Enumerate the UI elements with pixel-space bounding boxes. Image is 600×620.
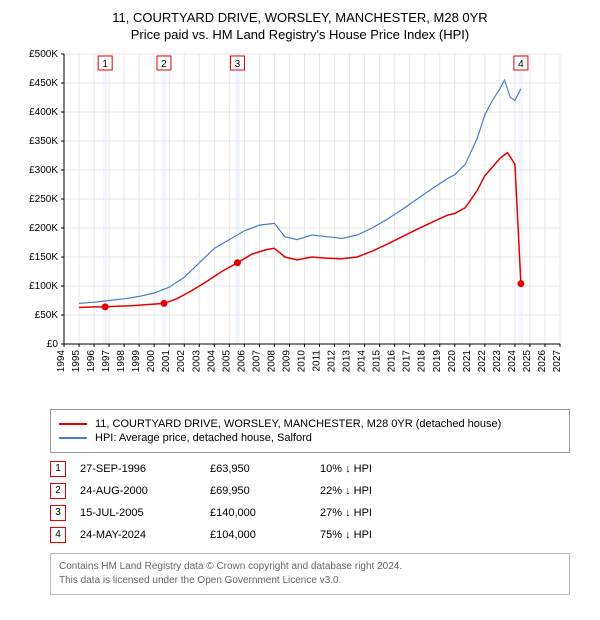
transaction-price: £104,000: [210, 529, 320, 541]
transaction-delta: 75% ↓ HPI: [320, 529, 400, 541]
transaction-price: £140,000: [210, 507, 320, 519]
legend-label: HPI: Average price, detached house, Salf…: [95, 432, 312, 444]
transaction-row: 3 15-JUL-2005£140,00027% ↓ HPI: [50, 505, 570, 521]
x-tick-label: 2017: [402, 350, 413, 373]
attribution-box: Contains HM Land Registry data © Crown c…: [50, 553, 570, 595]
y-tick-label: £350K: [29, 136, 58, 147]
x-tick-label: 1998: [116, 350, 127, 373]
x-tick-label: 2019: [432, 350, 443, 373]
x-tick-label: 2010: [296, 350, 307, 373]
chart-area: £0 £50K £100K £150K £200K £250K £300K £350K £400…: [10, 48, 590, 403]
x-tick-label: 2018: [417, 350, 428, 373]
transactions-table: 1 27-SEP-1996£63,95010% ↓ HPI 2 24-AUG-2000…: [50, 461, 570, 543]
y-tick-label: £100K: [29, 281, 58, 292]
x-tick-label: 2027: [552, 350, 563, 373]
transaction-num: 4: [50, 527, 66, 543]
transaction-row: 2 24-AUG-2000£69,95022% ↓ HPI: [50, 483, 570, 499]
y-tick-label: £200K: [29, 223, 58, 234]
x-tick-label: 2021: [462, 350, 473, 373]
x-tick-label: 2026: [537, 350, 548, 373]
x-tick-label: 1994: [56, 350, 67, 373]
x-tick-label: 2022: [477, 350, 488, 373]
price-chart: £0 £50K £100K £150K £200K £250K £300K £350K £400…: [10, 48, 570, 398]
x-tick-label: 2016: [387, 350, 398, 373]
marker-dot: [234, 259, 241, 266]
x-tick-label: 2005: [221, 350, 232, 373]
x-tick-label: 2024: [507, 350, 518, 373]
y-tick-label: £450K: [29, 78, 58, 89]
x-tick-label: 2012: [327, 350, 338, 373]
transaction-num: 3: [50, 505, 66, 521]
attribution-line-1: Contains HM Land Registry data © Crown c…: [59, 560, 561, 574]
x-tick-label: 2001: [161, 350, 172, 373]
legend-row: 11, COURTYARD DRIVE, WORSLEY, MANCHESTER…: [59, 418, 561, 430]
transaction-num: 2: [50, 483, 66, 499]
x-tick-label: 2000: [146, 350, 157, 373]
transaction-date: 27-SEP-1996: [80, 463, 210, 475]
attribution-line-2: This data is licensed under the Open Gov…: [59, 574, 561, 588]
page-root: 11, COURTYARD DRIVE, WORSLEY, MANCHESTER…: [0, 0, 600, 605]
y-tick-label: £300K: [29, 165, 58, 176]
legend: 11, COURTYARD DRIVE, WORSLEY, MANCHESTER…: [50, 409, 570, 453]
x-tick-label: 2008: [266, 350, 277, 373]
title-line-1: 11, COURTYARD DRIVE, WORSLEY, MANCHESTER…: [10, 10, 590, 25]
x-tick-label: 1995: [71, 350, 82, 373]
marker-num: 3: [235, 59, 241, 70]
y-tick-label: £400K: [29, 107, 58, 118]
x-tick-label: 2004: [206, 350, 217, 373]
transaction-date: 24-MAY-2024: [80, 529, 210, 541]
x-tick-label: 1997: [101, 350, 112, 373]
transaction-delta: 22% ↓ HPI: [320, 485, 400, 497]
marker-num: 4: [518, 59, 524, 70]
x-tick-label: 1996: [86, 350, 97, 373]
legend-row: HPI: Average price, detached house, Salf…: [59, 432, 561, 444]
title-block: 11, COURTYARD DRIVE, WORSLEY, MANCHESTER…: [10, 10, 590, 42]
x-tick-label: 2007: [251, 350, 262, 373]
y-tick-label: £0: [47, 339, 59, 350]
legend-swatch: [59, 423, 87, 425]
transaction-price: £69,950: [210, 485, 320, 497]
transaction-delta: 27% ↓ HPI: [320, 507, 400, 519]
transaction-num: 1: [50, 461, 66, 477]
x-tick-label: 2009: [281, 350, 292, 373]
transaction-row: 1 27-SEP-1996£63,95010% ↓ HPI: [50, 461, 570, 477]
x-tick-label: 2002: [176, 350, 187, 373]
transaction-date: 24-AUG-2000: [80, 485, 210, 497]
x-tick-label: 2015: [372, 350, 383, 373]
x-tick-label: 1999: [131, 350, 142, 373]
legend-label: 11, COURTYARD DRIVE, WORSLEY, MANCHESTER…: [95, 418, 501, 430]
transaction-price: £63,950: [210, 463, 320, 475]
transaction-row: 4 24-MAY-2024£104,00075% ↓ HPI: [50, 527, 570, 543]
x-tick-label: 2006: [236, 350, 247, 373]
x-tick-label: 2011: [312, 350, 323, 372]
x-tick-label: 2013: [342, 350, 353, 373]
title-line-2: Price paid vs. HM Land Registry's House …: [10, 27, 590, 42]
transaction-delta: 10% ↓ HPI: [320, 463, 400, 475]
marker-dot: [160, 300, 167, 307]
marker-dot: [517, 280, 524, 287]
y-tick-label: £50K: [35, 310, 59, 321]
x-tick-label: 2025: [522, 350, 533, 373]
marker-num: 2: [161, 59, 167, 70]
x-tick-label: 2023: [492, 350, 503, 373]
y-tick-label: £500K: [29, 49, 58, 60]
y-tick-label: £250K: [29, 194, 58, 205]
x-tick-label: 2003: [191, 350, 202, 373]
legend-swatch: [59, 437, 87, 439]
x-tick-label: 2014: [357, 350, 368, 373]
x-tick-label: 2020: [447, 350, 458, 373]
y-tick-label: £150K: [29, 252, 58, 263]
marker-num: 1: [102, 59, 108, 70]
marker-dot: [102, 303, 109, 310]
transaction-date: 15-JUL-2005: [80, 507, 210, 519]
